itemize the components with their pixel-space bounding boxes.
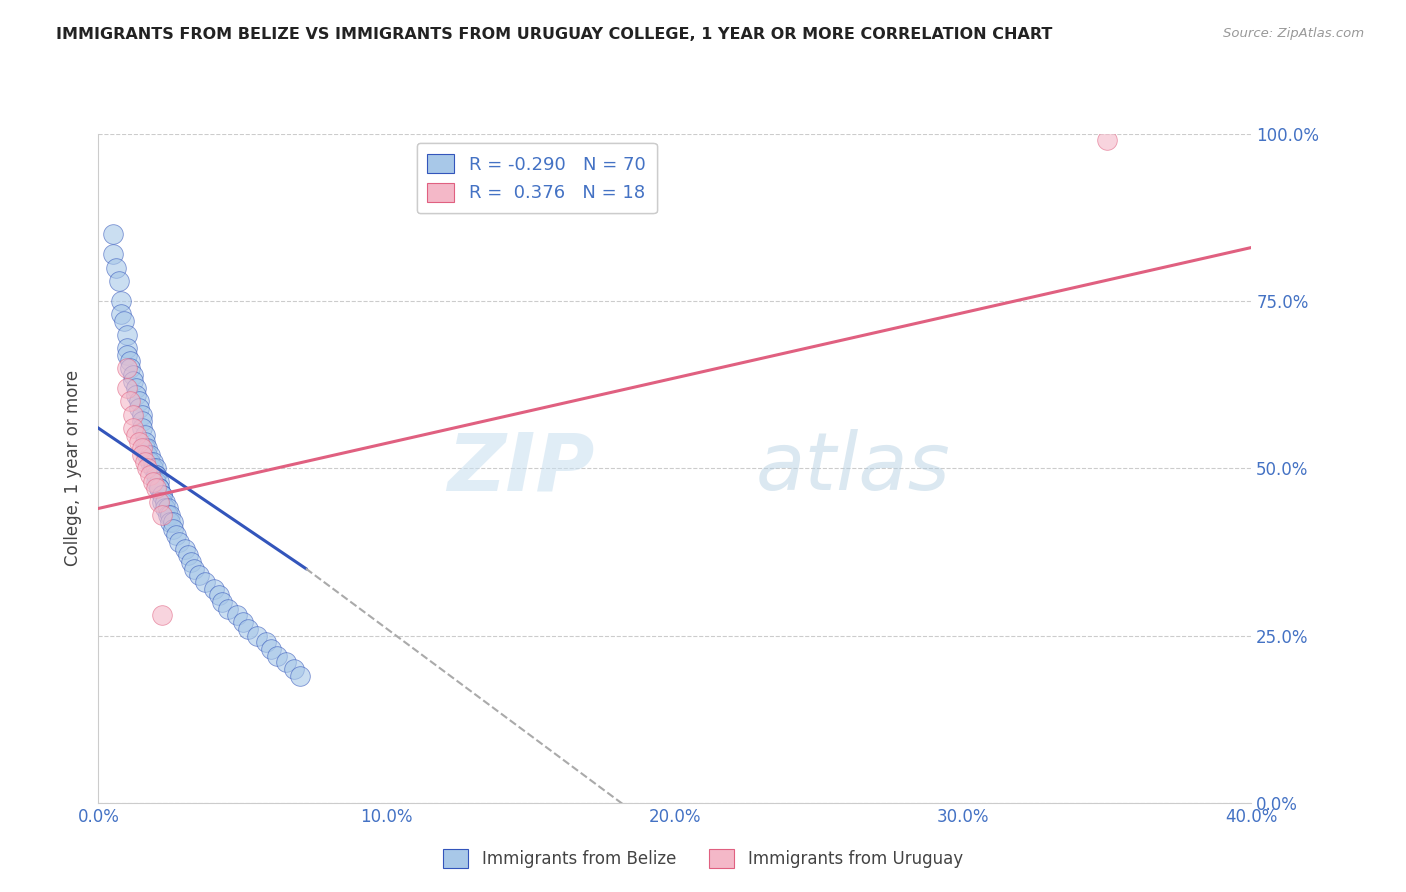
Point (145, 475, 167, 489)
Point (122, 408, 145, 422)
Point (139, 455, 162, 469)
Point (125, 388, 148, 402)
Point (128, 434, 150, 449)
Point (231, 615, 254, 630)
Point (183, 562, 205, 576)
Point (107, 274, 129, 288)
Point (153, 501, 176, 516)
Y-axis label: College, 1 year or more: College, 1 year or more (65, 370, 83, 566)
Point (120, 394, 142, 409)
Point (165, 528, 187, 542)
Point (142, 475, 165, 489)
Point (148, 475, 170, 489)
Point (145, 461, 167, 475)
Point (131, 448, 153, 462)
Point (174, 541, 197, 556)
Point (142, 461, 165, 475)
Point (101, 247, 124, 261)
Point (156, 501, 179, 516)
Point (246, 628, 269, 642)
Point (117, 361, 139, 376)
Legend: Immigrants from Belize, Immigrants from Uruguay: Immigrants from Belize, Immigrants from … (437, 843, 969, 875)
Point (110, 294, 132, 309)
Legend: R = -0.290   N = 70, R =  0.376   N = 18: R = -0.290 N = 70, R = 0.376 N = 18 (416, 143, 657, 213)
Point (162, 521, 184, 535)
Point (180, 555, 202, 569)
Point (145, 482, 167, 496)
Point (177, 548, 200, 563)
Point (159, 508, 181, 523)
Point (122, 375, 145, 389)
Point (290, 669, 312, 683)
Point (110, 307, 132, 322)
Point (162, 515, 184, 529)
Point (125, 381, 148, 395)
Point (145, 468, 167, 483)
Text: atlas: atlas (755, 429, 950, 508)
Point (156, 508, 179, 523)
Point (150, 488, 173, 502)
Point (117, 327, 139, 342)
Point (283, 662, 305, 676)
Point (150, 488, 173, 502)
Point (117, 381, 139, 395)
Point (202, 582, 225, 596)
Point (139, 448, 162, 462)
Point (139, 468, 162, 483)
Point (254, 635, 277, 649)
Point (134, 442, 156, 456)
Point (188, 568, 211, 582)
Text: ZIP: ZIP (447, 429, 595, 508)
Point (134, 434, 156, 449)
Point (142, 455, 165, 469)
Point (125, 428, 148, 442)
Point (117, 348, 139, 362)
Point (194, 575, 217, 590)
Point (112, 314, 135, 328)
Text: IMMIGRANTS FROM BELIZE VS IMMIGRANTS FROM URUGUAY COLLEGE, 1 YEAR OR MORE CORREL: IMMIGRANTS FROM BELIZE VS IMMIGRANTS FRO… (56, 27, 1053, 42)
Point (131, 442, 153, 456)
Point (136, 448, 159, 462)
Point (274, 655, 297, 669)
Point (131, 415, 153, 429)
Point (148, 494, 170, 508)
Point (225, 608, 247, 623)
Point (208, 589, 231, 603)
Point (153, 494, 176, 508)
Point (134, 455, 156, 469)
Point (145, 468, 167, 483)
Point (150, 494, 173, 508)
Point (1097, 134, 1119, 148)
Point (136, 442, 159, 456)
Point (117, 341, 139, 355)
Point (128, 401, 150, 416)
Point (131, 408, 153, 422)
Point (120, 354, 142, 368)
Point (104, 260, 127, 275)
Point (148, 482, 170, 496)
Point (120, 361, 142, 376)
Point (260, 642, 283, 657)
Point (101, 227, 124, 242)
Point (148, 482, 170, 496)
Point (122, 421, 145, 435)
Point (150, 608, 173, 623)
Point (150, 508, 173, 523)
Point (238, 622, 260, 636)
Point (211, 595, 233, 609)
Point (266, 648, 288, 663)
Point (128, 394, 150, 409)
Point (122, 368, 145, 382)
Point (134, 428, 156, 442)
Point (136, 461, 159, 475)
Point (159, 515, 181, 529)
Point (167, 535, 190, 549)
Point (217, 602, 239, 616)
Text: Source: ZipAtlas.com: Source: ZipAtlas.com (1223, 27, 1364, 40)
Point (131, 421, 153, 435)
